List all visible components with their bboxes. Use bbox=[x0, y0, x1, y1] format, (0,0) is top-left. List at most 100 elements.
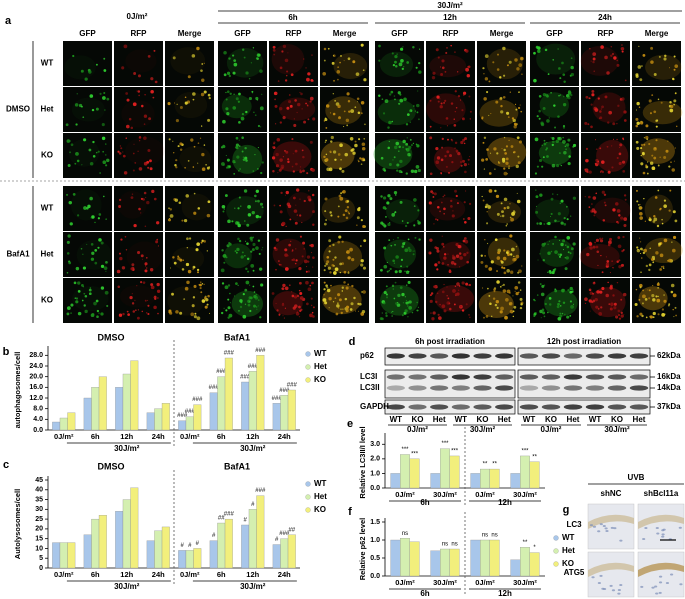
legend-swatch bbox=[305, 481, 311, 487]
puncta bbox=[192, 296, 196, 299]
puncta bbox=[141, 258, 143, 260]
bar bbox=[510, 559, 521, 577]
channel-label: GFP bbox=[391, 29, 408, 38]
puncta bbox=[293, 118, 296, 120]
puncta bbox=[516, 199, 521, 204]
puncta bbox=[465, 49, 469, 53]
puncta bbox=[97, 150, 100, 153]
puncta bbox=[187, 160, 190, 162]
puncta bbox=[437, 56, 440, 59]
significance-label: # bbox=[188, 543, 192, 549]
puncta bbox=[337, 78, 339, 81]
puncta bbox=[640, 147, 643, 150]
nucleus bbox=[665, 582, 670, 585]
puncta bbox=[496, 270, 498, 272]
puncta bbox=[663, 294, 665, 296]
puncta bbox=[394, 244, 396, 246]
puncta bbox=[595, 192, 598, 195]
puncta bbox=[394, 60, 397, 64]
puncta bbox=[402, 146, 405, 149]
panel-label: d bbox=[349, 336, 356, 348]
puncta bbox=[234, 250, 237, 253]
puncta bbox=[440, 66, 442, 68]
puncta bbox=[649, 216, 651, 219]
puncta bbox=[126, 98, 130, 102]
puncta bbox=[124, 235, 127, 238]
x-tick-label: 12h bbox=[246, 432, 259, 441]
puncta bbox=[295, 248, 297, 250]
blot-band bbox=[386, 385, 405, 391]
puncta bbox=[346, 200, 350, 203]
x-tick-label: 0J/m² bbox=[180, 570, 200, 579]
lane-label: KO bbox=[412, 415, 424, 424]
puncta bbox=[150, 283, 154, 287]
puncta bbox=[169, 311, 173, 315]
puncta bbox=[245, 110, 248, 114]
puncta bbox=[635, 124, 639, 128]
puncta bbox=[391, 315, 393, 317]
group-label: shNC bbox=[601, 489, 622, 498]
puncta bbox=[341, 286, 344, 289]
puncta bbox=[460, 164, 463, 167]
puncta bbox=[469, 316, 471, 319]
puncta bbox=[388, 239, 391, 242]
puncta bbox=[257, 124, 261, 128]
y-tick-label: 24.0 bbox=[29, 363, 43, 370]
legend-swatch bbox=[553, 561, 559, 567]
puncta bbox=[563, 288, 565, 291]
bar bbox=[91, 518, 100, 569]
blot-band bbox=[430, 374, 449, 380]
cell-glow bbox=[320, 141, 355, 170]
puncta bbox=[441, 146, 444, 149]
protein-label: LC3II bbox=[360, 383, 380, 392]
puncta bbox=[663, 57, 667, 61]
puncta bbox=[623, 313, 625, 315]
puncta bbox=[514, 290, 516, 292]
puncta bbox=[435, 300, 438, 304]
puncta bbox=[305, 270, 308, 273]
puncta bbox=[482, 199, 485, 202]
puncta bbox=[252, 269, 255, 272]
puncta bbox=[400, 171, 403, 174]
puncta bbox=[565, 256, 569, 260]
puncta bbox=[503, 136, 506, 139]
nucleus bbox=[591, 576, 595, 579]
puncta bbox=[350, 109, 355, 113]
puncta bbox=[295, 162, 298, 166]
puncta bbox=[385, 293, 388, 296]
puncta bbox=[241, 150, 244, 153]
puncta bbox=[332, 243, 335, 247]
puncta bbox=[501, 285, 503, 287]
nucleus bbox=[592, 525, 597, 528]
cell-glow bbox=[226, 196, 264, 226]
puncta bbox=[331, 263, 335, 267]
puncta bbox=[407, 246, 411, 250]
puncta bbox=[646, 161, 649, 163]
puncta bbox=[439, 210, 441, 213]
puncta bbox=[239, 305, 243, 309]
puncta bbox=[557, 48, 559, 50]
puncta bbox=[119, 145, 122, 147]
puncta bbox=[435, 48, 439, 52]
y-tick-label: 0.0 bbox=[370, 485, 380, 492]
puncta bbox=[246, 242, 249, 245]
blot-band bbox=[451, 404, 470, 410]
puncta bbox=[636, 315, 639, 318]
puncta bbox=[249, 309, 252, 313]
puncta bbox=[333, 271, 337, 275]
puncta bbox=[120, 238, 123, 241]
puncta bbox=[405, 270, 410, 274]
y-tick-label: 1.5 bbox=[370, 519, 380, 526]
puncta bbox=[592, 281, 596, 285]
blot-strip bbox=[384, 369, 516, 399]
puncta bbox=[441, 235, 443, 237]
puncta bbox=[508, 291, 511, 294]
puncta bbox=[508, 301, 513, 306]
puncta bbox=[183, 298, 186, 300]
puncta bbox=[389, 267, 392, 271]
puncta bbox=[546, 222, 549, 225]
puncta bbox=[69, 140, 71, 142]
nucleus bbox=[619, 584, 623, 587]
puncta bbox=[468, 95, 471, 98]
puncta bbox=[567, 289, 570, 292]
